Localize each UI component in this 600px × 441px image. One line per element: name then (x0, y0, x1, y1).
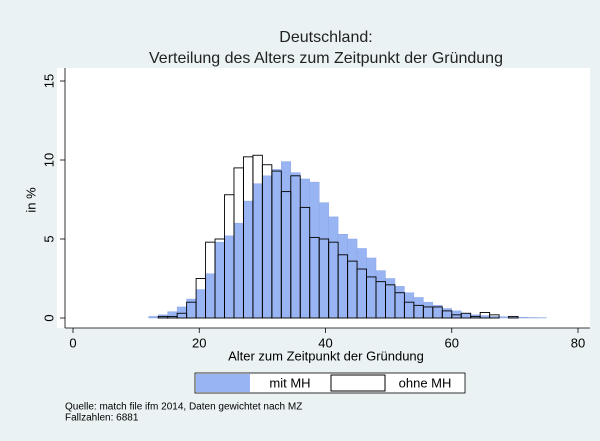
bar (404, 292, 415, 319)
bar (460, 312, 472, 319)
y-tick-label: 0 (41, 314, 56, 321)
bar (309, 181, 320, 319)
bar (214, 241, 225, 319)
bar (460, 313, 471, 319)
legend-label: ohne MH (399, 375, 452, 390)
x-tick-label: 20 (192, 335, 206, 350)
x-tick-label: 60 (445, 335, 459, 350)
bar (517, 316, 528, 319)
legend (194, 372, 466, 394)
bar (224, 235, 235, 319)
bar (442, 308, 452, 319)
bar (300, 178, 310, 319)
bar (233, 222, 244, 319)
bar (366, 257, 377, 319)
bar (167, 311, 178, 319)
bar (176, 306, 187, 319)
bar (318, 202, 329, 319)
legend-swatch (330, 374, 386, 392)
bar (489, 314, 500, 319)
chart-title: Deutschland: (279, 29, 372, 46)
x-tick-label: 0 (69, 335, 76, 350)
bar (290, 172, 301, 319)
bar (413, 297, 424, 319)
x-axis-label: Alter zum Zeitpunkt der Gründung (228, 348, 424, 363)
bar (243, 200, 254, 319)
bar (262, 175, 273, 319)
y-axis-label: in % (23, 187, 38, 213)
legend-label: mit MH (269, 375, 310, 390)
x-tick-label: 80 (571, 335, 585, 350)
bar (508, 315, 519, 319)
bar (423, 301, 434, 319)
note: Quelle: match file ifm 2014, Daten gewic… (65, 402, 302, 413)
legend-swatch (196, 374, 250, 392)
y-tick-label: 5 (41, 235, 56, 242)
bar (281, 161, 292, 319)
x-tick-label: 40 (318, 335, 332, 350)
bar (328, 216, 339, 319)
note: Fallzahlen: 6881 (65, 413, 139, 424)
bar (205, 273, 216, 319)
y-tick-label: 15 (41, 74, 56, 88)
bar (271, 169, 282, 319)
bar (375, 270, 386, 319)
bar (252, 183, 263, 319)
bar (498, 316, 509, 319)
bar (394, 286, 405, 319)
bar (337, 234, 348, 319)
bar (347, 238, 358, 319)
bar (195, 289, 206, 319)
y-tick-label: 10 (41, 153, 56, 167)
chart-subtitle: Verteilung des Alters zum Zeitpunkt der … (149, 50, 503, 67)
bar (356, 248, 367, 319)
bar (148, 316, 159, 319)
